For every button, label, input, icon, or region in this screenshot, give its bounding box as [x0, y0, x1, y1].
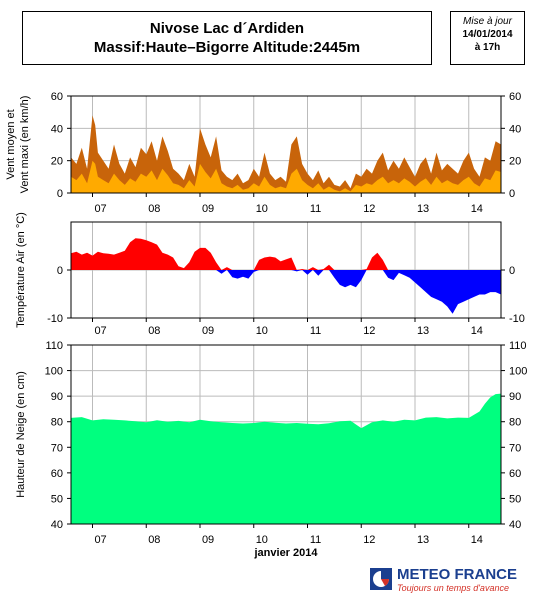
snow-xtick-label: 12: [363, 534, 375, 546]
update-box: Mise à jour 14/01/2014 à 17h: [450, 11, 525, 65]
title-box: Nivose Lac d´Ardiden Massif:Haute–Bigorr…: [22, 11, 432, 65]
meteo-france-logo: METEO FRANCE Toujours un temps d'avance: [370, 566, 535, 594]
snow-ytick-label-right: 100: [509, 366, 527, 378]
snow-ytick-label-right: 90: [509, 391, 521, 403]
snow-xtick-label: 07: [94, 534, 106, 546]
wind-xtick-label: 12: [363, 203, 375, 215]
wind-xtick-label: 13: [417, 203, 429, 215]
snow-ytick-label-left: 80: [51, 417, 63, 429]
temp-xtick-label: 09: [202, 325, 214, 337]
temp-ytick-label-right: 0: [509, 265, 515, 277]
wind-frame: [70, 95, 502, 194]
temp-xtick-label: 08: [148, 325, 160, 337]
snow-ytick-label-left: 100: [45, 366, 63, 378]
logo-slogan: Toujours un temps d'avance: [397, 583, 509, 593]
wind-ytick-label-left: 0: [57, 188, 63, 200]
wind-ytick-label-left: 60: [51, 91, 63, 103]
snow-xtick-label: 10: [256, 534, 268, 546]
wind-xtick-label: 11: [310, 203, 321, 215]
temp-xtick-label: 13: [417, 325, 429, 337]
snow-ytick-label-right: 50: [509, 493, 521, 505]
wind-ylabel-line2: Vent maxi (en km/h): [19, 96, 31, 194]
temp-xtick-label: 12: [363, 325, 375, 337]
temp-ytick-label-left: -10: [47, 313, 63, 325]
snow-ytick-label-left: 90: [51, 391, 63, 403]
update-label: Mise à jour: [463, 16, 512, 27]
snow-ytick-label-right: 60: [509, 468, 521, 480]
temp-xtick-label: 07: [94, 325, 106, 337]
wind-ytick-label-right: 40: [509, 123, 521, 135]
wind-ytick-label-right: 20: [509, 156, 521, 168]
snow-ylabel: Hauteur de Neige (en cm): [15, 371, 27, 498]
snow-xlabel: janvier 2014: [254, 547, 319, 559]
snow-ytick-label-right: 110: [509, 340, 527, 352]
wind-xtick-label: 14: [471, 203, 483, 215]
meteo-france-logo-icon: [370, 568, 392, 590]
snow-xtick-label: 14: [471, 534, 483, 546]
wind-ytick-label-left: 20: [51, 156, 63, 168]
update-hour: à 17h: [474, 42, 501, 53]
wind-mean-area: [71, 160, 501, 193]
snow-ytick-label-left: 50: [51, 493, 63, 505]
snow-ytick-label-left: 70: [51, 442, 63, 454]
wind-xtick-label: 10: [256, 203, 268, 215]
update-date: 14/01/2014: [462, 29, 513, 40]
snow-ytick-label-left: 110: [45, 340, 63, 352]
station-title: Nivose Lac d´Ardiden: [149, 20, 305, 37]
snow-ytick-label-right: 80: [509, 417, 521, 429]
temp-ytick-label-left: 0: [57, 265, 63, 277]
wind-ytick-label-left: 40: [51, 123, 63, 135]
temp-ylabel: Température Air (en °C): [15, 212, 27, 328]
snow-ytick-label-left: 60: [51, 468, 63, 480]
wind-ytick-label-right: 0: [509, 188, 515, 200]
temp-xtick-label: 11: [310, 325, 321, 337]
snow-area: [71, 393, 501, 524]
wind-ytick-label-right: 60: [509, 91, 521, 103]
snow-ytick-label-left: 40: [51, 519, 63, 531]
snow-frame: [70, 344, 502, 525]
wind-xtick-label: 09: [202, 203, 214, 215]
snow-xtick-label: 09: [202, 534, 214, 546]
snow-xtick-label: 13: [417, 534, 429, 546]
wind-xtick-label: 08: [148, 203, 160, 215]
temp-positive-area: [71, 238, 501, 270]
temp-xtick-label: 14: [471, 325, 483, 337]
wind-ylabel-line1: Vent moyen et: [5, 109, 17, 179]
wind-xtick-label: 07: [94, 203, 106, 215]
temp-ytick-label-right: -10: [509, 313, 525, 325]
wind-max-area: [71, 115, 501, 193]
logo-name: METEO FRANCE: [397, 566, 517, 583]
snow-ytick-label-right: 40: [509, 519, 521, 531]
station-subtitle: Massif:Haute–Bigorre Altitude:2445m: [93, 39, 361, 56]
snow-xtick-label: 11: [310, 534, 321, 546]
snow-xtick-label: 08: [148, 534, 160, 546]
temp-negative-area: [71, 270, 501, 314]
snow-ytick-label-right: 70: [509, 442, 521, 454]
temp-xtick-label: 10: [256, 325, 268, 337]
